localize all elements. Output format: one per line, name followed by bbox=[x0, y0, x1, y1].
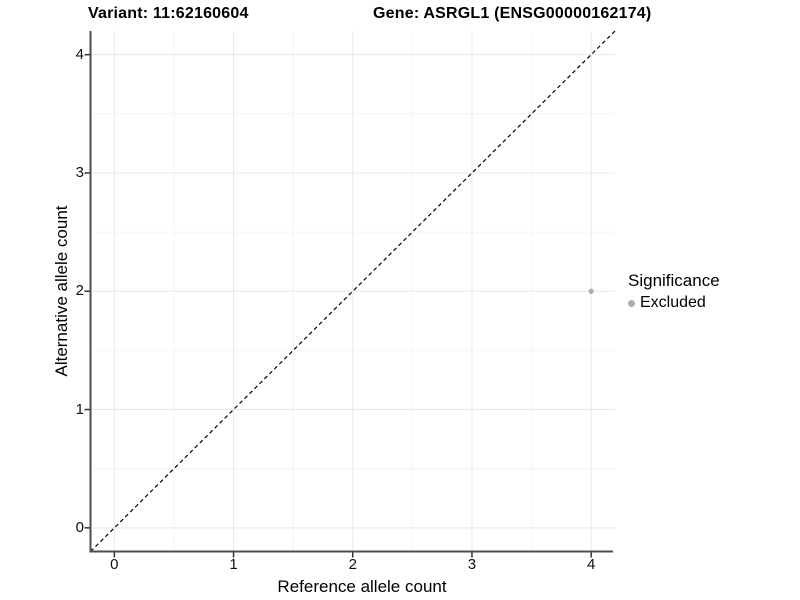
data-point bbox=[588, 288, 594, 294]
gene-title: Gene: ASRGL1 (ENSG00000162174) bbox=[373, 5, 652, 22]
y-tick-label: 1 bbox=[75, 400, 84, 418]
y-tick-label: 0 bbox=[75, 518, 84, 536]
legend: Significance Excluded bbox=[628, 271, 720, 312]
y-tick-label: 2 bbox=[75, 282, 84, 300]
x-tick-label: 1 bbox=[229, 556, 238, 573]
x-tick-label: 4 bbox=[586, 556, 596, 573]
y-tick-label: 4 bbox=[75, 45, 84, 63]
y-axis-title: Alternative allele count bbox=[52, 205, 71, 377]
x-axis-title: Reference allele count bbox=[277, 577, 447, 596]
legend-items: Excluded bbox=[628, 294, 720, 312]
x-tick-label: 2 bbox=[348, 556, 357, 573]
legend-dot-icon bbox=[628, 299, 635, 307]
legend-title: Significance bbox=[628, 271, 720, 290]
legend-item-label: Excluded bbox=[640, 294, 706, 311]
y-tick-label: 3 bbox=[75, 163, 84, 181]
x-tick-label: 0 bbox=[110, 556, 119, 573]
x-tick-label: 3 bbox=[467, 556, 477, 573]
variant-title: Variant: 11:62160604 bbox=[88, 5, 249, 22]
legend-item: Excluded bbox=[628, 294, 720, 312]
